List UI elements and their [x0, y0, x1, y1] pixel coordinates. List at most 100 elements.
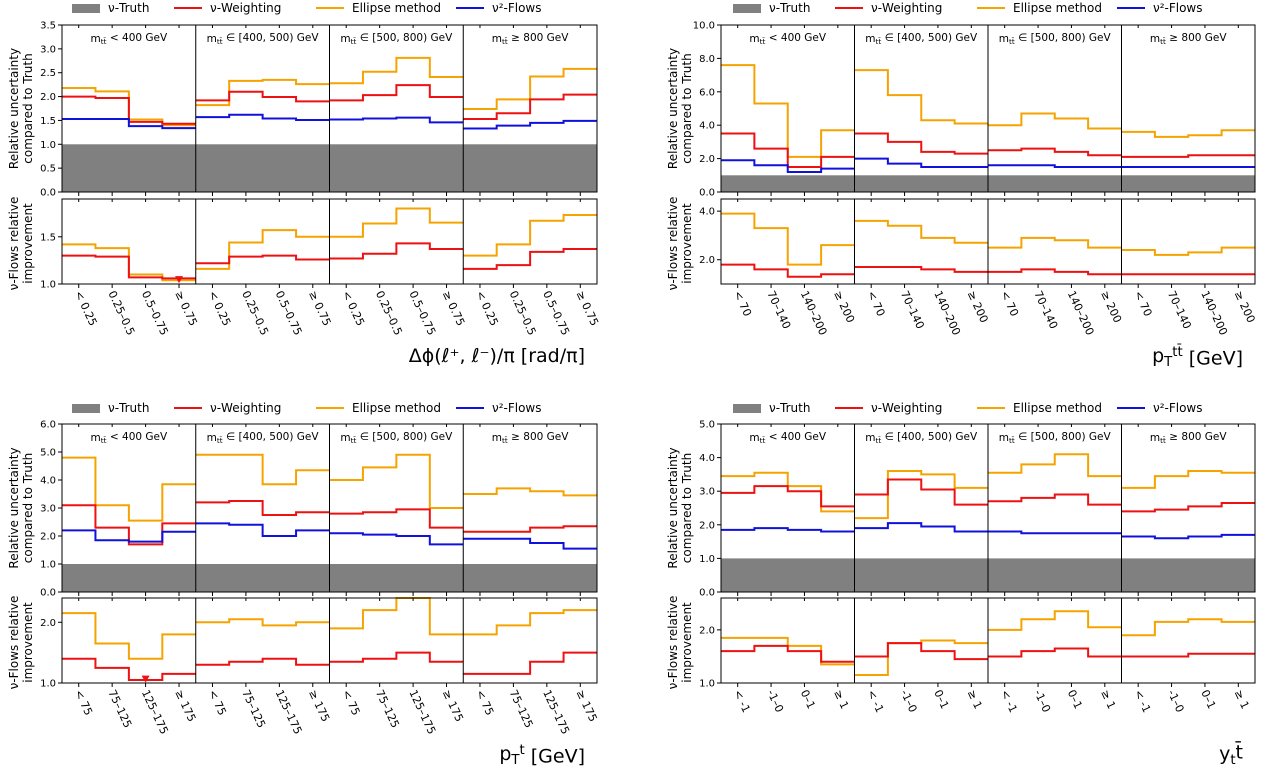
y-tick-label: 5.0 [699, 420, 715, 431]
x-tick-label: 0.25–0.5 [105, 289, 137, 338]
y-tick-label: 2.0 [699, 625, 715, 636]
flows-step-line [988, 164, 1122, 168]
ellipse-step-line [62, 456, 196, 522]
y-tick-label: 1.0 [699, 554, 715, 565]
x-tick-label: 125–175 [139, 688, 171, 737]
x-tick-label: ≥ 0.75 [440, 289, 468, 328]
x-tick-label: 0.5–0.75 [540, 289, 572, 338]
top-y-axis-label: compared to Truth [680, 53, 694, 163]
x-tick-label: 0.25–0.5 [239, 289, 271, 338]
x-tick-label: < -1 [731, 688, 753, 715]
ellipse-step-line [62, 612, 196, 660]
y-tick-label: 2.0 [40, 618, 56, 629]
x-tick-label: 0.5–0.75 [406, 289, 438, 338]
mass-bin-label: mtt̄ ≥ 800 GeV [492, 32, 569, 46]
ellipse-step-line [721, 64, 855, 158]
weighting-step-line [463, 651, 597, 675]
x-tick-label: 0.5–0.75 [139, 289, 171, 338]
x-tick-label: -1–0 [1165, 688, 1187, 715]
x-tick-label: -1–0 [898, 688, 920, 715]
y-tick-label: 3.0 [40, 504, 56, 515]
ellipse-step-line [1121, 618, 1255, 637]
x-tick-label: ≥ 1 [1098, 688, 1118, 711]
x-tick-label: 75–125 [105, 688, 134, 730]
weighting-step-line [988, 268, 1122, 276]
top-y-axis-label: compared to Truth [680, 453, 694, 563]
y-tick-label: 0.0 [699, 188, 715, 199]
x-tick-label: 140–200 [798, 289, 830, 338]
legend-swatch-truth [733, 404, 761, 413]
chart-2: ν-Truth ν-Weighting Ellipse method ν²-Flows… [666, 1, 1258, 370]
x-tick-label: 0.25–0.5 [507, 289, 539, 338]
x-tick-label: 0.5–0.75 [273, 289, 305, 338]
x-tick-label: 70–140 [764, 289, 793, 331]
weighting-step-line [463, 93, 597, 120]
flows-step-line [329, 532, 464, 546]
weighting-step-line [463, 525, 597, 533]
legend-swatch-truth [72, 4, 100, 13]
weighting-step-line [721, 485, 855, 508]
flows-step-line [62, 529, 196, 543]
legend-label: Ellipse method [1013, 401, 1102, 415]
x-tick-label: < 0.25 [72, 289, 100, 328]
flows-step-line [329, 116, 464, 124]
x-tick-label: 70–140 [1165, 289, 1194, 331]
x-tick-label: -1–0 [1031, 688, 1053, 715]
mass-bin-label: mtt̄ ∈ [500, 800) GeV [999, 431, 1112, 445]
y-tick-label: 1.5 [40, 116, 56, 127]
flows-step-line [195, 113, 330, 121]
ellipse-step-line [988, 610, 1122, 631]
flows-step-line [463, 119, 597, 130]
ellipse-step-line [854, 219, 988, 244]
legend-label: ν²-Flows [492, 401, 542, 415]
x-tick-label: ≥ 175 [574, 688, 600, 724]
legend-label: ν²-Flows [492, 1, 542, 15]
top-y-axis-label: compared to Truth [21, 453, 35, 563]
ellipse-step-line [854, 470, 988, 520]
weighting-step-line [62, 95, 196, 125]
x-tick-label: 140–200 [1065, 289, 1097, 338]
ellipse-step-line [988, 112, 1122, 130]
x-axis-title: pTt [GeV] [499, 743, 585, 768]
y-tick-label: 2.0 [40, 92, 56, 103]
top-y-axis-label: Relative uncertainty [666, 447, 680, 568]
bottom-panel: 2.0 4.0 [699, 198, 1256, 288]
mass-bin-label: mtt̄ < 400 GeV [91, 431, 168, 445]
y-tick-label: 0.0 [40, 188, 56, 199]
y-tick-label: 6.0 [699, 87, 715, 98]
x-tick-label: 140–200 [1198, 289, 1230, 338]
x-tick-label: < 75 [72, 688, 95, 718]
x-tick-label: ≥ 0.75 [172, 289, 200, 328]
chart-4: ν-Truth ν-Weighting Ellipse method ν²-Flows… [666, 401, 1256, 768]
top-y-axis-label: Relative uncertainty [7, 447, 21, 568]
out-of-range-marker [175, 276, 184, 284]
x-tick-label: ≥ 200 [1232, 289, 1258, 325]
bottom-y-axis-label: ν-Flows relative [666, 596, 680, 690]
mass-bin-label: mtt̄ ∈ [400, 500) GeV [207, 431, 320, 445]
x-tick-label: < -1 [998, 688, 1020, 715]
top-panel: 0.0 0.5 1.0 1.5 2.0 2.5 3.0 3.5 mtt̄ < 400 GeV mt… [40, 21, 598, 199]
x-tick-label: ≥ 200 [965, 289, 991, 325]
x-tick-label: ≥ 1 [831, 688, 851, 711]
weighting-step-line [721, 263, 855, 278]
legend-label: ν-Truth [108, 401, 149, 415]
y-tick-label: 0.5 [40, 164, 56, 175]
y-tick-label: 2.0 [699, 154, 715, 165]
ellipse-step-line [988, 236, 1122, 249]
mass-bin-label: mtt̄ ≥ 800 GeV [1150, 431, 1227, 445]
x-tick-label: 75–125 [507, 688, 536, 730]
weighting-step-line [195, 254, 330, 265]
top-y-axis-label: Relative uncertainty [666, 48, 680, 169]
weighting-step-line [721, 132, 855, 168]
y-tick-label: 2.0 [40, 532, 56, 543]
legend-swatch-truth [733, 4, 761, 13]
legend-label: ν-Truth [108, 1, 149, 15]
y-tick-label: 1.0 [40, 679, 56, 690]
weighting-step-line [463, 248, 597, 270]
legend-label: Ellipse method [352, 401, 441, 415]
x-tick-label: 125–175 [273, 688, 305, 737]
mass-bin-label: mtt̄ ≥ 800 GeV [492, 431, 569, 445]
weighting-step-line [721, 644, 855, 663]
flows-step-line [721, 159, 855, 173]
